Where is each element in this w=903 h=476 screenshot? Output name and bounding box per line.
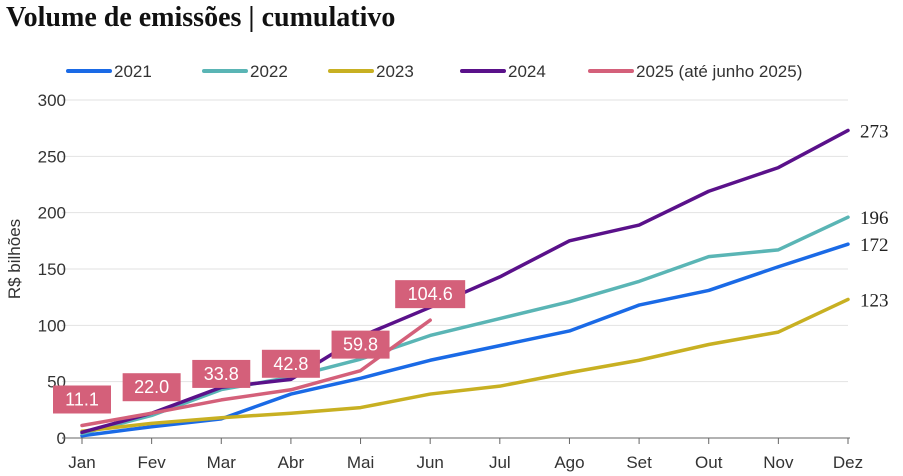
data-label-box — [261, 349, 320, 378]
data-label-box — [395, 280, 466, 309]
x-tick-label: Out — [695, 453, 723, 472]
x-tick-label: Mai — [347, 453, 374, 472]
end-label: 172 — [860, 235, 889, 256]
legend: 2021 2022 2023 2024 2025 (até junho 2025) — [66, 62, 802, 81]
data-label: 104.6 — [395, 280, 466, 309]
legend-label: 2022 — [250, 62, 288, 81]
data-label-box — [53, 385, 111, 414]
legend-label: 2023 — [376, 62, 414, 81]
series-line — [80, 215, 850, 436]
x-tick-label: Set — [626, 453, 652, 472]
chart-title: Volume de emissões | cumulativo — [6, 2, 396, 33]
data-label: 11.1 — [53, 385, 111, 414]
y-tick-label: 250 — [38, 147, 66, 166]
data-label: 59.8 — [331, 330, 390, 359]
y-axis-label: R$ bilhões — [5, 219, 24, 299]
data-labels-2025: 11.1 22.0 33.8 42.8 59.8 104.6 — [53, 280, 466, 414]
y-tick-label: 200 — [38, 204, 66, 223]
data-label: 22.0 — [122, 373, 181, 402]
series-line — [80, 318, 432, 428]
x-tick-label: Jan — [68, 453, 95, 472]
end-label: 123 — [860, 290, 889, 311]
data-label-text: 42.8 — [273, 354, 308, 374]
legend-label: 2025 (até junho 2025) — [636, 62, 802, 81]
x-tick-label: Nov — [763, 453, 794, 472]
x-tick-label: Fev — [137, 453, 166, 472]
x-tick-label: Abr — [278, 453, 305, 472]
data-label-text: 59.8 — [343, 335, 378, 355]
data-label-text: 22.0 — [134, 377, 169, 397]
series-line — [80, 297, 850, 433]
x-tick-label: Dez — [833, 453, 863, 472]
end-label: 273 — [860, 121, 889, 142]
x-tick-label: Ago — [554, 453, 584, 472]
end-label: 196 — [860, 208, 889, 229]
x-axis-ticks: Jan Fev Mar Abr Mai Jun Jul Ago Set Out Nov Dez — [68, 438, 863, 472]
y-tick-label: 150 — [38, 260, 66, 279]
data-label-box — [192, 359, 251, 388]
data-label-text: 104.6 — [408, 284, 453, 304]
data-label-box — [331, 330, 390, 359]
legend-item: 2021 — [66, 62, 152, 81]
data-label: 42.8 — [261, 349, 320, 378]
legend-item: 2025 (até junho 2025) — [588, 62, 802, 81]
y-tick-label: 100 — [38, 316, 66, 335]
data-label-box — [122, 373, 181, 402]
data-label: 33.8 — [192, 359, 251, 388]
data-label-text: 11.1 — [65, 389, 99, 409]
legend-item: 2023 — [328, 62, 414, 81]
legend-item: 2024 — [460, 62, 546, 81]
y-tick-label: 300 — [38, 91, 66, 110]
x-tick-label: Jun — [416, 453, 443, 472]
legend-item: 2022 — [202, 62, 288, 81]
x-tick-label: Jul — [489, 453, 511, 472]
end-labels: 172 196 123 273 — [860, 121, 889, 311]
y-tick-label: 0 — [57, 429, 66, 448]
legend-label: 2024 — [508, 62, 546, 81]
legend-label: 2021 — [114, 62, 152, 81]
data-label-text: 33.8 — [204, 364, 239, 384]
x-tick-label: Mar — [207, 453, 237, 472]
